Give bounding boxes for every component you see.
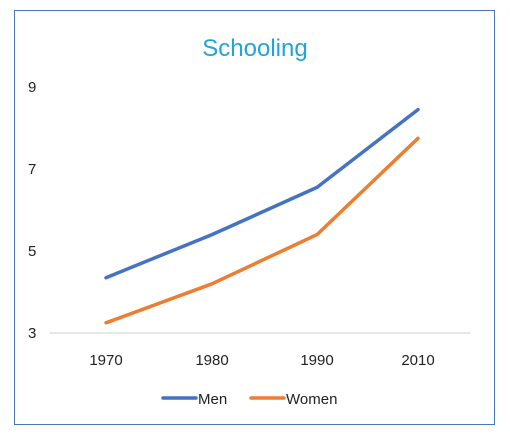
- x-axis-ticks: 1970 1980 1990 2010: [89, 352, 434, 369]
- x-tick-label: 1980: [195, 352, 228, 369]
- y-tick-label: 3: [28, 325, 36, 342]
- y-axis-ticks: 3 5 7 9: [28, 79, 36, 342]
- legend-label-men: Men: [198, 391, 227, 408]
- chart-frame: [14, 10, 495, 425]
- y-tick-label: 9: [28, 79, 36, 96]
- legend-label-women: Women: [286, 391, 337, 408]
- series-line-men: [104, 107, 420, 280]
- series-line-women: [104, 136, 420, 325]
- legend: Men Women: [161, 391, 337, 408]
- y-tick-label: 7: [28, 161, 36, 178]
- chart-title: Schooling: [202, 35, 307, 62]
- x-tick-label: 1990: [300, 352, 333, 369]
- y-tick-label: 5: [28, 243, 36, 260]
- series-lines: [104, 107, 420, 325]
- x-tick-label: 1970: [89, 352, 122, 369]
- x-tick-label: 2010: [401, 352, 434, 369]
